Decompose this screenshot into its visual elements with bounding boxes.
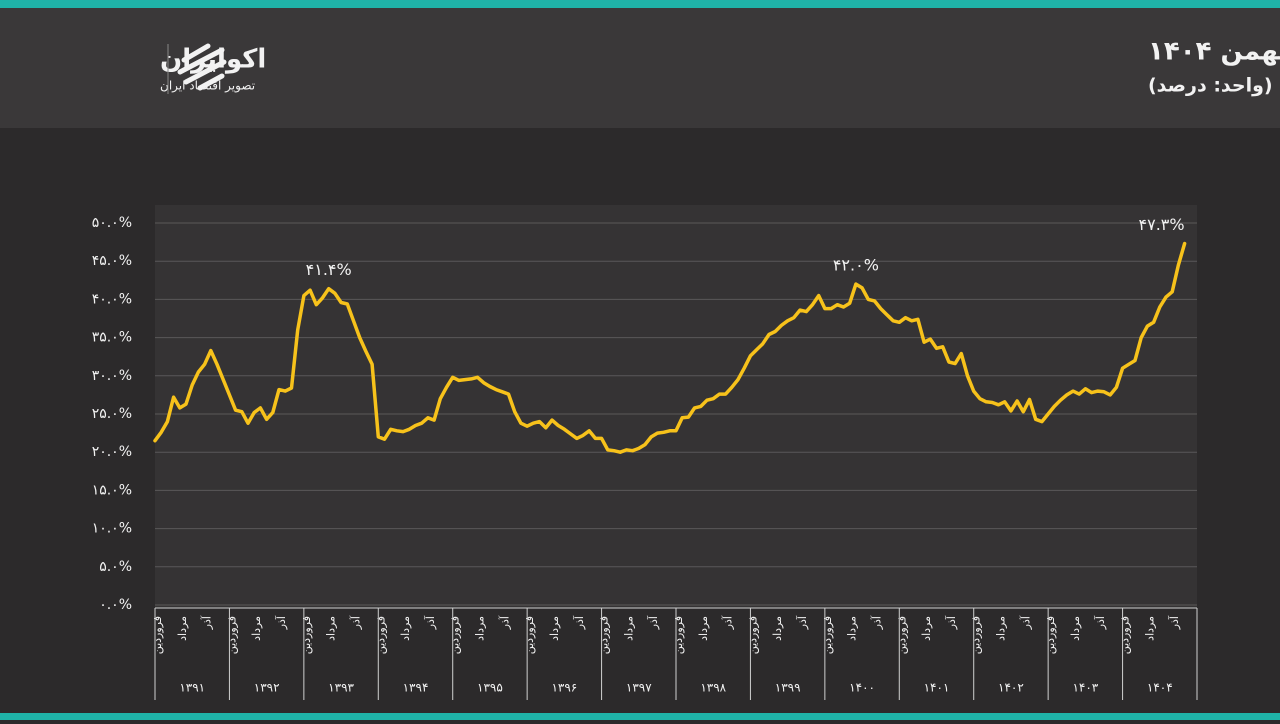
y-tick-label: ۴۰.۰% [92, 291, 132, 307]
plot: ۰.۰% ۵.۰% ۱۰.۰% ۱۵.۰% ۲۰.۰% ۲۵.۰% ۳۰.۰% ۳۵.۰% ۴۰… [92, 215, 1198, 700]
month-label: آذر [497, 615, 511, 630]
value-label: ۴۷.۳% [1139, 215, 1185, 234]
month-label: مرداد [250, 616, 263, 641]
year-label: ۱۴۰۳ [1072, 681, 1098, 695]
month-label: آذر [572, 615, 586, 630]
month-label: آذر [200, 615, 214, 630]
month-label: فروردین [151, 616, 164, 654]
month-label: مرداد [846, 616, 859, 641]
year-label: ۱۳۹۷ [626, 681, 652, 695]
month-label: فروردین [1119, 616, 1132, 654]
month-label: مرداد [1143, 616, 1156, 641]
year-label: ۱۳۹۸ [700, 681, 726, 695]
month-label: مرداد [474, 616, 487, 641]
year-label: ۱۳۹۳ [328, 681, 354, 695]
logo: اکوایران تصویر اقتصاد ایران [160, 43, 266, 94]
y-tick-label: ۵۰.۰% [92, 215, 132, 231]
year-label: ۱۴۰۲ [998, 681, 1024, 695]
month-label: آذر [274, 615, 288, 630]
y-tick-label: ۱۵.۰% [92, 482, 132, 498]
year-label: ۱۴۰۰ [849, 681, 875, 695]
y-tick-label: ۲۵.۰% [92, 406, 132, 422]
y-tick-label: ۴۵.۰% [92, 253, 132, 269]
month-label: فروردین [895, 616, 908, 654]
y-tick-label: ۵.۰% [99, 559, 132, 575]
value-label: ۴۱.۴% [306, 260, 352, 279]
year-label: ۱۳۹۴ [403, 681, 429, 695]
plot-area [155, 205, 1197, 608]
month-label: فروردین [523, 616, 536, 654]
month-label: آذر [1167, 615, 1181, 630]
year-label: ۱۳۹۹ [775, 681, 801, 695]
y-tick-label: ۳۰.۰% [92, 368, 132, 384]
y-tick-label: ۰.۰% [99, 597, 132, 613]
month-label: فروردین [1044, 616, 1057, 654]
month-label: مرداد [548, 616, 561, 641]
month-label: مرداد [399, 616, 412, 641]
month-label: آذر [721, 615, 735, 630]
bottom-bar [0, 713, 1280, 720]
y-tick-label: ۱۰.۰% [92, 521, 132, 537]
month-label: مرداد [176, 616, 189, 641]
month-label: آذر [348, 615, 362, 630]
header [0, 0, 1280, 128]
year-label: ۱۳۹۶ [551, 681, 577, 695]
month-label: آذر [1018, 615, 1032, 630]
month-label: فروردین [970, 616, 983, 654]
month-label: مرداد [325, 616, 338, 641]
value-label: ۴۲.۰% [833, 256, 879, 275]
month-label: آذر [646, 615, 660, 630]
month-label: مرداد [1069, 616, 1082, 641]
data-line [153, 241, 1187, 454]
month-label: فروردین [746, 616, 759, 654]
month-label: آذر [423, 615, 437, 630]
month-label: مرداد [622, 616, 635, 641]
month-label: مرداد [920, 616, 933, 641]
month-label: فروردین [449, 616, 462, 654]
y-tick-label: ۲۰.۰% [92, 444, 132, 460]
chart-subtitle: (واحد: درصد) [1148, 75, 1273, 97]
chart-title: رشد نقطه‌ای نقدینگی از سال ۹۱ تا بهمن ۱۴… [1148, 36, 1280, 67]
month-label: فروردین [300, 616, 313, 654]
year-label: ۱۳۹۵ [477, 681, 503, 695]
year-label: ۱۳۹۲ [254, 681, 280, 695]
month-label: فروردین [672, 616, 685, 654]
y-tick-label: ۳۵.۰% [92, 330, 132, 346]
month-label: فروردین [225, 616, 238, 654]
month-label: مرداد [771, 616, 784, 641]
logo-icon [177, 43, 227, 91]
month-label: فروردین [598, 616, 611, 654]
year-label: ۱۳۹۱ [179, 681, 205, 695]
month-label: مرداد [697, 616, 710, 641]
month-label: آذر [944, 615, 958, 630]
month-label: آذر [1093, 615, 1107, 630]
month-label: مرداد [995, 616, 1008, 641]
year-label: ۱۴۰۱ [924, 681, 950, 695]
year-label: ۱۴۰۴ [1147, 681, 1173, 695]
month-label: آذر [795, 615, 809, 630]
month-label: فروردین [374, 616, 387, 654]
month-label: آذر [869, 615, 883, 630]
top-bar [0, 0, 1280, 8]
month-label: فروردین [821, 616, 834, 654]
